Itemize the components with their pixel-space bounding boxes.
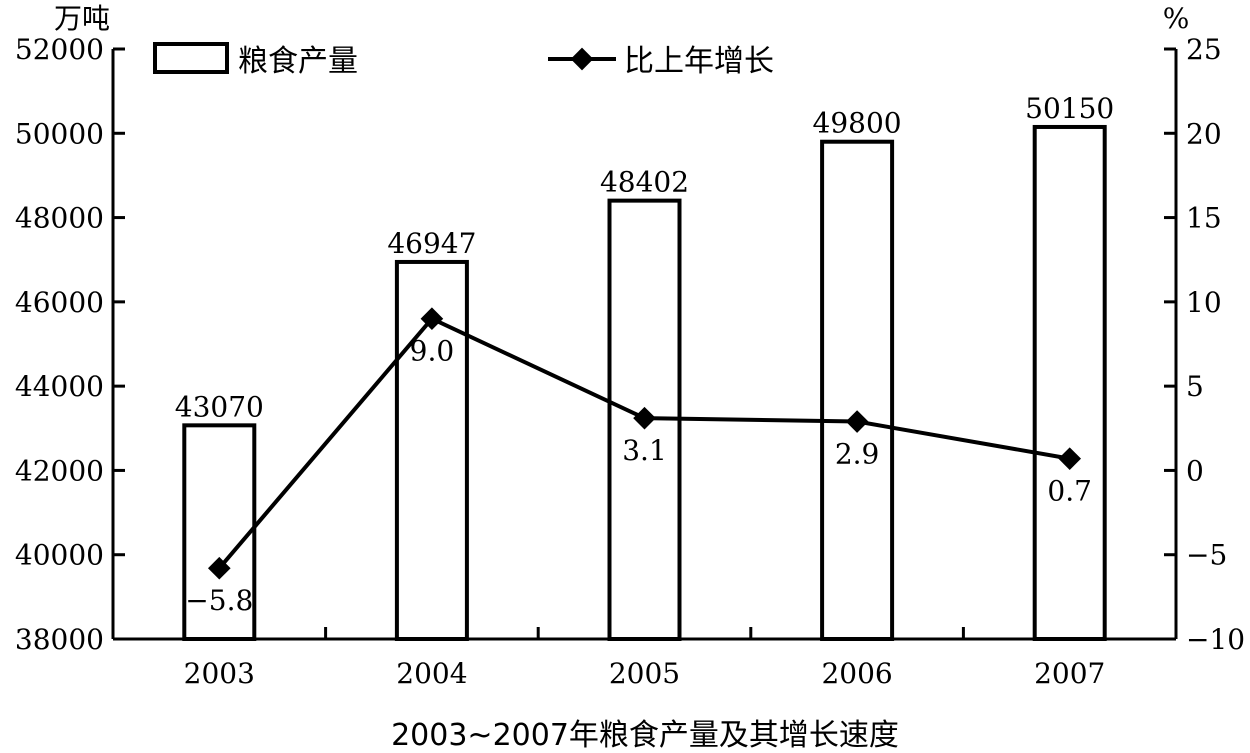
bar [182, 423, 257, 642]
right-axis-tick-label: 10 [1186, 286, 1222, 319]
left-axis-tick-label: 52000 [15, 33, 104, 66]
right-axis-tick-label: 20 [1186, 117, 1222, 150]
left-axis-tick-label: 48000 [15, 202, 104, 235]
growth-point [420, 307, 444, 331]
growth-value-label: 9.0 [410, 335, 455, 368]
growth-point [1058, 447, 1082, 470]
bar-value-label: 50150 [1025, 92, 1114, 125]
growth-value-label: 3.1 [622, 434, 667, 467]
growth-point [845, 410, 869, 433]
bar-value-label: 49800 [813, 107, 902, 140]
right-axis-tick-label: 5 [1186, 370, 1204, 403]
growth-value-label: 0.7 [1047, 475, 1092, 508]
legend-line-label: 比上年增长 [624, 44, 774, 79]
growth-value-label: −5.8 [185, 584, 253, 617]
left-axis-tick-label: 40000 [15, 539, 104, 572]
legend: 粮食产量 比上年增长 [153, 42, 774, 79]
bar [1032, 124, 1107, 641]
bar [820, 139, 895, 641]
legend-bar-swatch [153, 42, 229, 74]
x-axis-tick-label: 2004 [396, 657, 467, 690]
bar-value-label: 43070 [175, 390, 264, 423]
legend-line-marker [570, 47, 594, 71]
right-axis-tick-label: −5 [1186, 539, 1227, 572]
legend-bar-label: 粮食产量 [238, 44, 358, 79]
data-labels: 43070 46947 48402 49800 50150 −5.8 9.0 3.1 2.9 0.… [175, 92, 1114, 617]
right-axis-tick-label: 15 [1186, 202, 1222, 235]
left-axis-unit: 万吨 [54, 2, 110, 35]
x-axis-tick-label: 2005 [609, 657, 680, 690]
right-axis-tick-label: −10 [1186, 623, 1245, 656]
right-axis-tick-label: 25 [1186, 33, 1222, 66]
axes: 3800040000420004400046000480005000052000… [15, 33, 1245, 690]
left-axis-tick-label: 38000 [15, 623, 104, 656]
bar-value-label: 48402 [600, 166, 689, 199]
growth-value-label: 2.9 [835, 438, 880, 471]
left-axis-tick-label: 50000 [15, 117, 104, 150]
left-axis-tick-label: 46000 [15, 286, 104, 319]
chart-title: 2003~2007年粮食产量及其增长速度 [391, 718, 899, 753]
growth-point [633, 406, 656, 430]
x-axis-tick-label: 2003 [184, 657, 255, 690]
x-axis-tick-label: 2006 [821, 657, 892, 690]
left-axis-tick-label: 42000 [15, 454, 104, 487]
right-axis-tick-label: 0 [1186, 454, 1204, 487]
bar-value-label: 46947 [387, 227, 476, 260]
bar-series [182, 124, 1107, 642]
x-axis-tick-label: 2007 [1034, 657, 1105, 690]
left-axis-tick-label: 44000 [15, 370, 104, 403]
right-axis-unit: % [1163, 2, 1190, 35]
